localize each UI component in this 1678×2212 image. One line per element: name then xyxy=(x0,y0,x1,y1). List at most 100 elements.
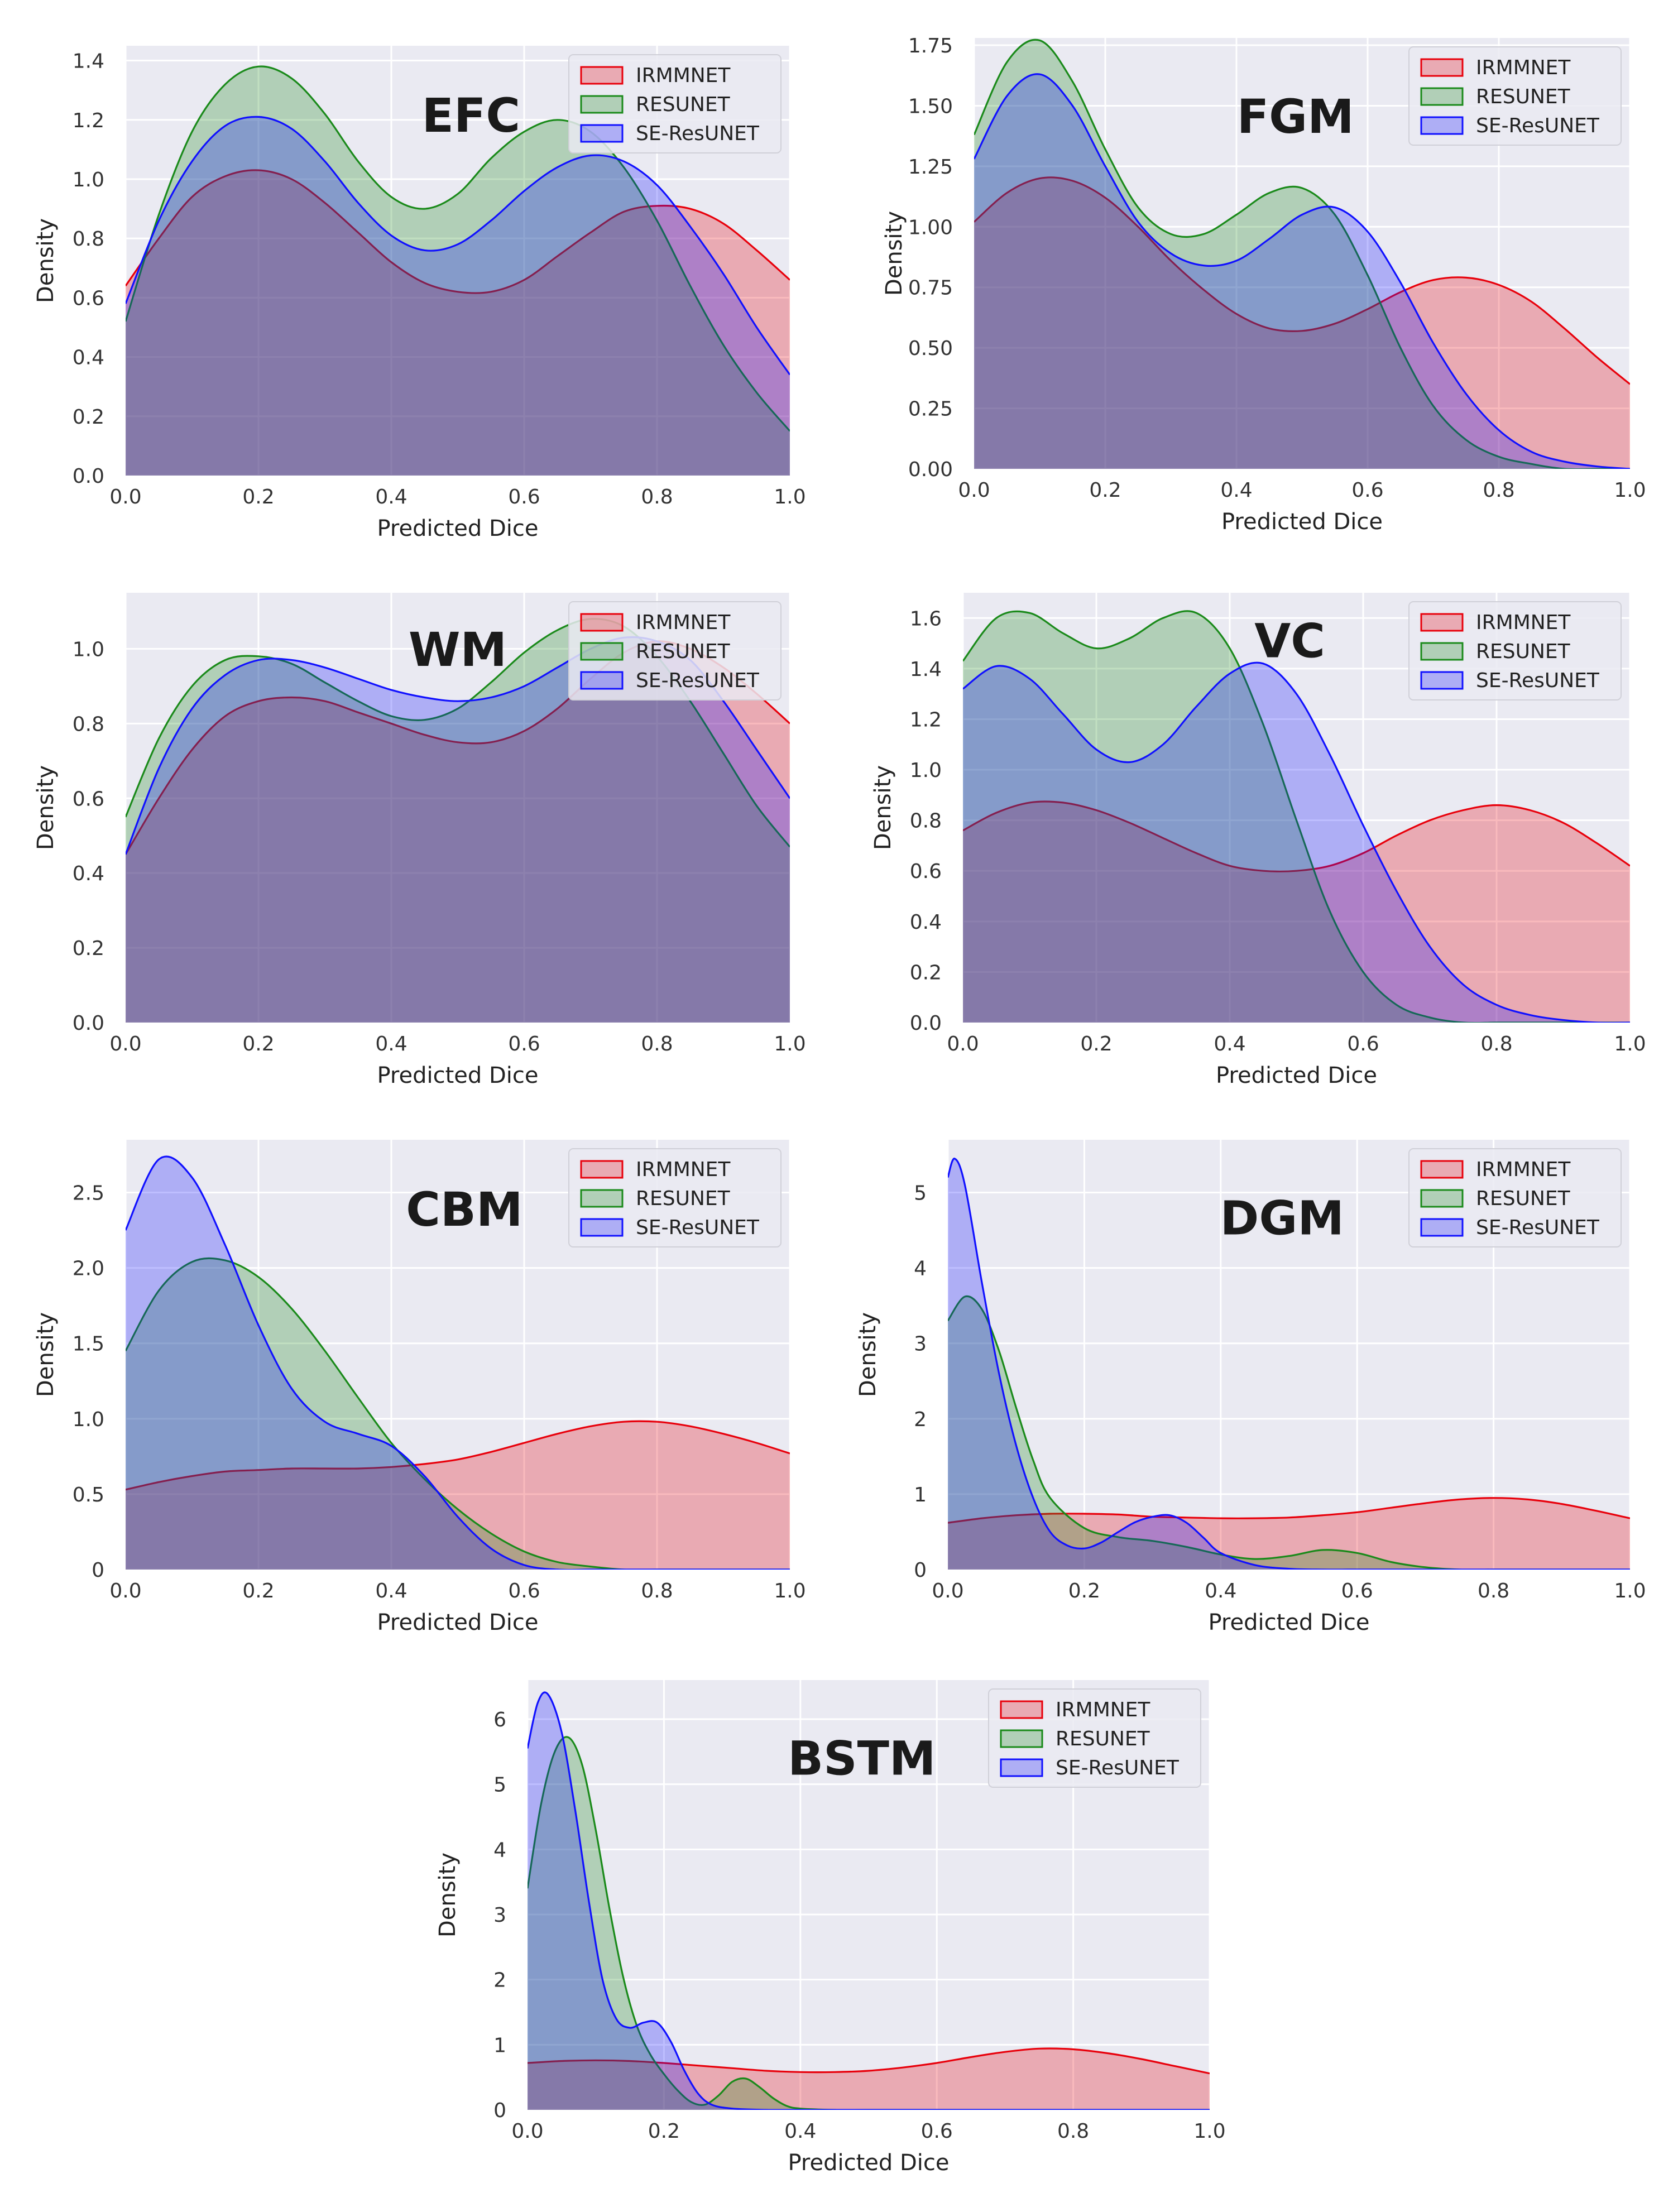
y-axis-label: Density xyxy=(870,765,896,850)
series-group xyxy=(126,618,790,1023)
legend-label: IRMMNET xyxy=(636,1158,731,1181)
legend-swatch-se-resunet xyxy=(580,1218,624,1237)
x-tick-label: 0.6 xyxy=(1347,1033,1379,1055)
x-tick-label: 0.0 xyxy=(109,1033,141,1055)
x-tick-label: 1.0 xyxy=(1193,2120,1225,2143)
y-tick-label: 0.2 xyxy=(73,406,104,429)
density-area-se-resunet xyxy=(948,1158,1630,1570)
density-line-irmmnet xyxy=(126,1420,790,1491)
legend-swatch-se-resunet xyxy=(580,671,624,690)
legend-label: RESUNET xyxy=(636,1187,731,1210)
legend: IRMMNET RESUNET SE-ResUNET xyxy=(568,54,782,153)
legend-label: SE-ResUNET xyxy=(1476,114,1600,137)
legend-swatch-resunet xyxy=(580,1189,624,1208)
density-line-se-resunet xyxy=(948,1158,1630,1570)
legend-label: IRMMNET xyxy=(1476,611,1571,634)
x-tick-label: 0.4 xyxy=(375,1033,407,1055)
y-tick-label: 0.0 xyxy=(73,1012,104,1035)
legend-swatch-irmmnet xyxy=(1420,58,1464,77)
legend-label: IRMMNET xyxy=(1056,1698,1150,1721)
y-tick-label: 2.0 xyxy=(73,1258,104,1280)
legend: IRMMNET RESUNET SE-ResUNET xyxy=(568,1148,782,1247)
y-tick-label: 0 xyxy=(493,2099,506,2122)
x-tick-label: 0.2 xyxy=(648,2120,680,2143)
legend-label: SE-ResUNET xyxy=(636,669,760,692)
x-tick-label: 1.0 xyxy=(1614,1033,1646,1055)
y-tick-label: 1.6 xyxy=(910,607,942,630)
x-axis-label: Predicted Dice xyxy=(377,516,538,541)
y-tick-label: 0.4 xyxy=(73,347,104,370)
density-line-se-resunet xyxy=(974,73,1630,469)
density-line-resunet xyxy=(963,610,1630,1023)
y-tick-label: 4 xyxy=(493,1839,506,1861)
panel-title: BSTM xyxy=(788,1731,936,1786)
legend-swatch-irmmnet xyxy=(580,1160,624,1179)
density-area-se-resunet xyxy=(963,663,1630,1023)
panel-bstm: 0.0 0.2 0.4 0.6 0.8 1.0 0 1 2 3 4 5 6 Predicted Dice D… xyxy=(435,1680,1226,2176)
y-tick-label: 0.8 xyxy=(910,810,942,833)
x-tick-label: 0.2 xyxy=(1080,1033,1112,1055)
x-tick-label: 1.0 xyxy=(1614,1580,1646,1602)
y-tick-label: 0.0 xyxy=(910,1012,942,1035)
y-tick-label: 1.75 xyxy=(908,35,953,57)
legend-swatch-irmmnet xyxy=(580,66,624,85)
y-tick-label: 0.25 xyxy=(908,398,953,421)
legend-label: SE-ResUNET xyxy=(636,122,760,145)
legend: IRMMNET RESUNET SE-ResUNET xyxy=(1408,1148,1622,1247)
x-axis-label: Predicted Dice xyxy=(1208,1610,1369,1635)
y-tick-label: 1 xyxy=(493,2034,506,2057)
legend-swatch-se-resunet xyxy=(1000,1758,1043,1777)
y-tick-label: 1.2 xyxy=(73,109,104,132)
y-tick-label: 0.6 xyxy=(910,860,942,883)
density-line-se-resunet xyxy=(126,1155,790,1570)
panel-title: DGM xyxy=(1220,1191,1344,1245)
y-tick-label: 0.4 xyxy=(73,862,104,885)
y-tick-label: 1.4 xyxy=(73,50,104,73)
legend-label: IRMMNET xyxy=(636,611,731,634)
series-group xyxy=(126,65,790,476)
density-area-irmmnet xyxy=(126,170,790,476)
y-tick-label: 0.4 xyxy=(910,911,942,934)
y-tick-label: 1.0 xyxy=(73,1408,104,1431)
series-group xyxy=(948,1158,1630,1570)
x-tick-label: 0.6 xyxy=(1341,1580,1373,1602)
y-axis-label: Density xyxy=(33,1312,59,1397)
y-tick-label: 3 xyxy=(493,1904,506,1927)
legend-label: SE-ResUNET xyxy=(636,1216,760,1239)
legend-swatch-se-resunet xyxy=(1420,671,1464,690)
legend-swatch-resunet xyxy=(580,95,624,114)
panel-title: CBM xyxy=(406,1182,522,1237)
x-tick-label: 0.0 xyxy=(958,479,990,502)
density-line-resunet xyxy=(974,39,1630,469)
panel-wm: 0.0 0.2 0.4 0.6 0.8 1.0 0.0 0.2 0.4 0.6 0.8 1.0 Pred… xyxy=(33,593,806,1088)
x-tick-label: 0.0 xyxy=(109,486,141,508)
panel-title: EFC xyxy=(422,88,520,143)
x-tick-label: 0.2 xyxy=(242,486,274,508)
y-tick-label: 0.50 xyxy=(908,337,953,360)
panel-dgm: 0.0 0.2 0.4 0.6 0.8 1.0 0 1 2 3 4 5 Predicted Dice De… xyxy=(855,1140,1646,1635)
x-tick-label: 0.2 xyxy=(1068,1580,1100,1602)
series-group xyxy=(528,1691,1210,2110)
density-line-irmmnet xyxy=(948,1497,1630,1524)
x-tick-label: 1.0 xyxy=(774,1033,806,1055)
legend-label: RESUNET xyxy=(636,93,731,116)
legend-swatch-irmmnet xyxy=(580,613,624,632)
x-tick-label: 0.6 xyxy=(921,2120,953,2143)
series-group xyxy=(963,610,1630,1023)
density-line-irmmnet xyxy=(126,169,790,294)
y-tick-label: 0.2 xyxy=(910,961,942,984)
legend-swatch-resunet xyxy=(1420,642,1464,661)
y-axis-label: Density xyxy=(881,211,907,296)
x-axis-label: Predicted Dice xyxy=(377,1063,538,1088)
density-area-resunet xyxy=(126,1258,790,1570)
panel-title: VC xyxy=(1254,614,1325,669)
x-tick-label: 0.8 xyxy=(1057,2120,1089,2143)
x-tick-label: 0.6 xyxy=(508,1580,540,1602)
legend-swatch-resunet xyxy=(1000,1729,1043,1748)
density-line-resunet xyxy=(948,1295,1630,1570)
y-tick-label: 2.5 xyxy=(73,1182,104,1205)
density-area-irmmnet xyxy=(126,1421,790,1570)
density-line-resunet xyxy=(126,618,790,848)
x-axis-label: Predicted Dice xyxy=(377,1610,538,1635)
y-tick-label: 5 xyxy=(493,1774,506,1797)
